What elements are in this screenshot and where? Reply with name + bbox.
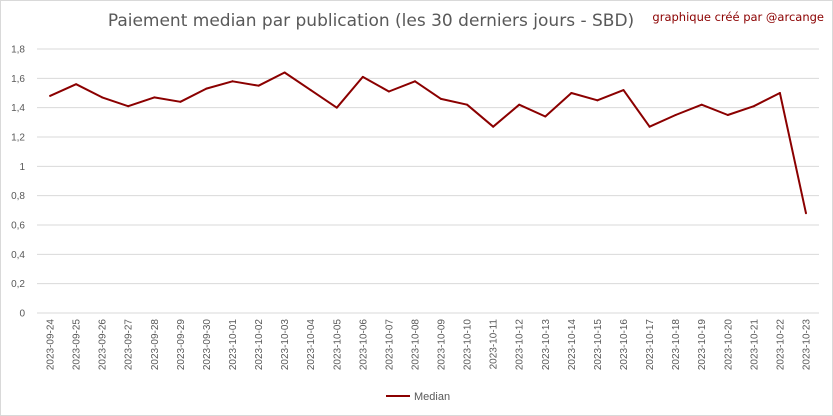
data-point (153, 96, 156, 99)
x-tick-label: 2023-10-20 (723, 319, 734, 371)
data-point (466, 103, 469, 106)
data-point (804, 212, 807, 215)
data-point (179, 100, 182, 103)
y-tick-label: 0 (19, 309, 25, 320)
data-point (518, 103, 521, 106)
x-tick-label: 2023-09-25 (72, 319, 83, 371)
x-tick-label: 2023-10-11 (489, 319, 500, 370)
chart-title: Paiement median par publication (les 30 … (107, 11, 635, 31)
data-point (700, 103, 703, 106)
y-tick-label: 1,2 (11, 133, 25, 144)
y-tick-label: 0,6 (11, 221, 25, 232)
data-point (231, 80, 234, 83)
series-line-median (49, 71, 807, 214)
legend-label-median: Median (414, 391, 450, 403)
data-point (75, 83, 78, 86)
x-tick-label: 2023-09-30 (202, 319, 213, 371)
x-tick-label: 2023-10-01 (228, 319, 239, 371)
x-tick-label: 2023-10-05 (332, 319, 343, 371)
data-point (648, 125, 651, 128)
y-tick-label: 0,8 (11, 191, 25, 202)
data-point (778, 92, 781, 94)
x-tick-label: 2023-09-28 (150, 319, 161, 371)
data-point (570, 92, 573, 94)
y-tick-label: 0,4 (11, 250, 25, 261)
x-tick-label: 2023-10-08 (410, 319, 421, 371)
x-tick-label: 2023-10-12 (515, 319, 526, 371)
y-tick-label: 1 (19, 162, 25, 173)
data-point (361, 75, 364, 78)
x-tick-label: 2023-10-06 (358, 319, 369, 371)
data-point (622, 89, 625, 92)
y-tick-label: 1,6 (11, 74, 25, 85)
data-point (283, 71, 286, 74)
data-point (127, 105, 130, 108)
x-tick-label: 2023-10-10 (463, 319, 474, 371)
x-tick-label: 2023-10-16 (619, 319, 630, 371)
data-point (335, 106, 338, 109)
data-point (752, 105, 755, 108)
data-point (492, 125, 495, 128)
x-tick-label: 2023-10-07 (384, 319, 395, 371)
y-tick-label: 1,8 (11, 45, 25, 56)
data-point (387, 90, 390, 93)
x-tick-label: 2023-09-27 (124, 319, 135, 371)
y-tick-label: 0,2 (11, 279, 25, 290)
data-point (309, 89, 312, 92)
x-tick-label: 2023-10-17 (645, 319, 656, 371)
data-point (257, 84, 260, 87)
x-tick-label: 2023-10-02 (254, 319, 265, 371)
data-point (726, 114, 729, 116)
x-tick-label: 2023-09-29 (176, 319, 187, 371)
x-tick-label: 2023-10-03 (280, 319, 291, 371)
x-tick-label: 2023-09-26 (98, 319, 109, 371)
data-point (101, 96, 104, 99)
x-tick-label: 2023-10-21 (749, 319, 760, 371)
x-tick-label: 2023-10-14 (567, 319, 578, 371)
data-point (205, 87, 208, 90)
y-tick-label: 1,4 (11, 103, 25, 114)
data-point (440, 97, 443, 100)
data-point (674, 114, 677, 116)
chart-credit: graphique créé par @arcange (652, 10, 824, 24)
x-tick-label: 2023-10-09 (437, 319, 448, 371)
data-point (544, 115, 547, 118)
x-tick-label: 2023-10-13 (541, 319, 552, 371)
x-tick-label: 2023-10-22 (775, 319, 786, 371)
x-tick-label: 2023-10-15 (593, 319, 604, 371)
x-tick-label: 2023-10-23 (801, 319, 812, 371)
x-tick-label: 2023-09-24 (46, 319, 57, 371)
x-tick-label: 2023-10-04 (306, 319, 317, 371)
x-tick-label: 2023-10-19 (697, 319, 708, 371)
data-point (49, 94, 52, 97)
data-point (596, 99, 599, 102)
x-tick-label: 2023-10-18 (671, 319, 682, 371)
data-point (413, 80, 416, 83)
